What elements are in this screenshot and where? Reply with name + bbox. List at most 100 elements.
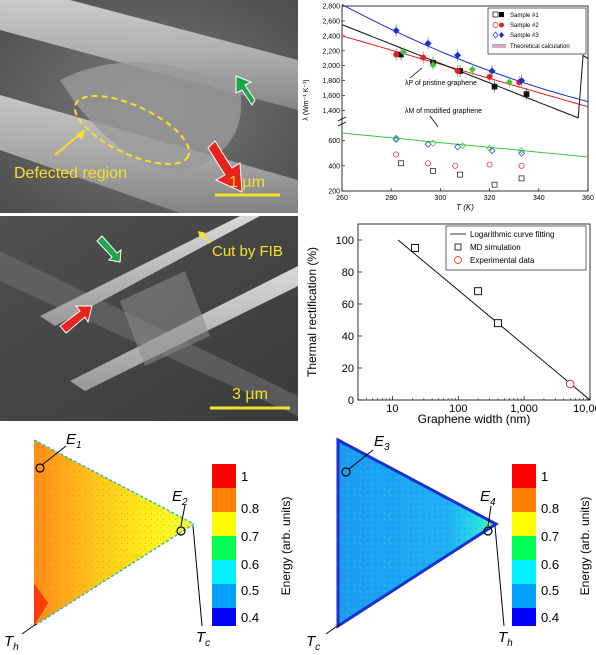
- energy-map-e: E1 E2 Th Tc 1 0.8 0.7 0.6 0.5 0.4 Energy…: [0, 428, 298, 653]
- chart-c-annotation-modified-pointer: [429, 115, 439, 128]
- data-point-filled: [488, 67, 496, 75]
- sem-image-b: Cut by FIB 3 µm: [0, 216, 298, 421]
- colorbar-f-swatch-7: [512, 608, 536, 626]
- data-point-open: [429, 139, 437, 147]
- chart-c-xtick-label: 260: [336, 195, 348, 202]
- data-point-open: [459, 142, 467, 150]
- colorbar-f-tick-05: 0.5: [541, 583, 559, 598]
- legend-exp-marker: [454, 256, 462, 264]
- data-point-open: [518, 162, 525, 169]
- chart-d-ytick-label: 60: [342, 299, 354, 311]
- colorbar-e-swatch-1: [212, 464, 236, 488]
- data-point-filled: [424, 39, 432, 47]
- colorbar-f-tick-06: 0.6: [541, 557, 559, 572]
- colorbar-e-swatch-6: [212, 584, 236, 608]
- chart-c-xtick-label: 300: [435, 195, 447, 202]
- chart-c-xtick-label: 340: [533, 195, 545, 202]
- chart-c-annotation-pristine-pointer: [409, 67, 423, 79]
- label-e2: E2: [172, 488, 188, 508]
- chart-d-xtick-label: 100: [449, 403, 467, 415]
- chart-c-ylabel: λ (Wm⁻¹ K⁻¹): [303, 79, 310, 120]
- chart-c-ytick-label: 2,000: [322, 63, 340, 70]
- edge-bottom-e: [33, 523, 195, 627]
- colorbar-e-tick-08: 0.8: [241, 501, 259, 516]
- colorbar-e-swatch-7: [212, 608, 236, 626]
- colorbar-f-swatch-1: [512, 464, 536, 488]
- md-point: [411, 244, 419, 252]
- chart-c-ytick-label: 2,200: [322, 48, 340, 55]
- chart-c-fit-lines: [341, 4, 589, 158]
- legend-marker-sample3-filled: [499, 32, 504, 38]
- data-point-open: [518, 147, 526, 155]
- green-arrow-b: [96, 235, 122, 263]
- colorbar-e-swatch-3: [212, 512, 236, 536]
- legend-sample2: Sample #2: [510, 23, 539, 29]
- fib-pointer-head: [198, 231, 206, 239]
- data-point-filled: [505, 78, 513, 86]
- legend-sample1: Sample #1: [510, 13, 539, 19]
- defected-region-ellipse: [73, 94, 191, 166]
- sem-image-a: 1 µm Defected region: [0, 0, 298, 213]
- label-tc-e: Tc: [196, 629, 210, 649]
- data-point-open: [518, 149, 526, 157]
- chart-c-axes: 260 280 300 320 340 360 1,400 1,600 1,800 2,000 2,…: [322, 4, 593, 203]
- e3-pointer: [348, 449, 374, 470]
- chart-c-break-mark: [337, 121, 347, 127]
- point-e3-marker: [341, 467, 351, 477]
- data-point-open: [392, 134, 400, 142]
- scale-bar-b-label: 3 µm: [232, 386, 268, 403]
- fit-line-red: [341, 35, 589, 108]
- green-arrow: [235, 75, 256, 106]
- colorbar-f-tick-08: 0.8: [541, 501, 559, 516]
- legend-theory: Theoretical calculation: [510, 44, 570, 50]
- chart-c-ytick-label: 2,800: [322, 4, 340, 11]
- energy-map-f: E3 E4 Tc Th 1 0.8 0.7 0.6 0.5 0.4 Energy…: [298, 428, 596, 653]
- colorbar-e-tick-04: 0.4: [241, 610, 259, 625]
- e4-pointer: [487, 505, 492, 527]
- chart-thermal-rectification: 10 100 1,000 10,000 0 20 40 60 80 100 Thermal rec…: [300, 216, 596, 428]
- colorbar-e-tick-07: 0.7: [241, 529, 259, 544]
- colorbar-f-swatch-6: [512, 584, 536, 608]
- colorbar-f-tick-1: 1: [541, 469, 548, 484]
- data-point-filled: [468, 65, 476, 73]
- legend-sample3: Sample #3: [510, 33, 539, 39]
- point-e1-marker: [35, 463, 45, 473]
- data-point-open: [488, 147, 496, 155]
- scale-bar-a-label: 1 µm: [229, 174, 265, 191]
- chart-d-ytick-label: 0: [348, 395, 354, 407]
- chart-c-ytick-label: 400: [328, 163, 340, 170]
- chart-c-ytick-label: 1,600: [322, 93, 340, 100]
- sem-image-b-svg: Cut by FIB 3 µm: [0, 216, 298, 421]
- chart-d-xtick-label: 10: [386, 403, 398, 415]
- chart-d-ylabel: Thermal rectification (%): [305, 247, 319, 377]
- colorbar-e: 1 0.8 0.7 0.6 0.5 0.4 Energy (arb. units…: [212, 464, 293, 626]
- data-point-filled: [523, 91, 530, 97]
- e2-pointer: [180, 504, 186, 527]
- cut-by-fib-label: Cut by FIB: [212, 243, 283, 260]
- label-e3: E3: [374, 433, 390, 453]
- legend-marker-sample1-filled: [499, 12, 504, 17]
- data-point-filled: [454, 51, 462, 59]
- data-point-open: [392, 135, 400, 143]
- data-point-filled: [486, 73, 493, 80]
- data-point-open: [518, 175, 525, 182]
- chart-d-points: [411, 244, 575, 389]
- chart-d-ytick-label: 20: [342, 363, 354, 375]
- colorbar-f-swatch-3: [512, 512, 536, 536]
- legend-marker-sample2: [492, 22, 499, 28]
- chart-c-ytick-label: 2,600: [322, 18, 340, 25]
- red-arrow: [207, 140, 243, 193]
- chart-c-ytick-label: 600: [328, 138, 340, 145]
- colorbar-f-tick-07: 0.7: [541, 529, 559, 544]
- md-point: [493, 319, 502, 328]
- chart-c-legend-box: [487, 7, 587, 55]
- hot-corner-e: [34, 583, 48, 626]
- data-point-open: [398, 160, 404, 167]
- red-arrow-b: [59, 305, 93, 334]
- legend-fitting: Logarithmic curve fitting: [470, 230, 554, 239]
- data-point-open: [486, 144, 494, 152]
- exp-point: [565, 379, 575, 389]
- chart-thermal-conductivity: 260 280 300 320 340 360 1,400 1,600 1,800 2,000 2,…: [300, 0, 596, 213]
- data-point-filled: [454, 68, 461, 74]
- legend-marker-sample2-filled: [499, 22, 504, 28]
